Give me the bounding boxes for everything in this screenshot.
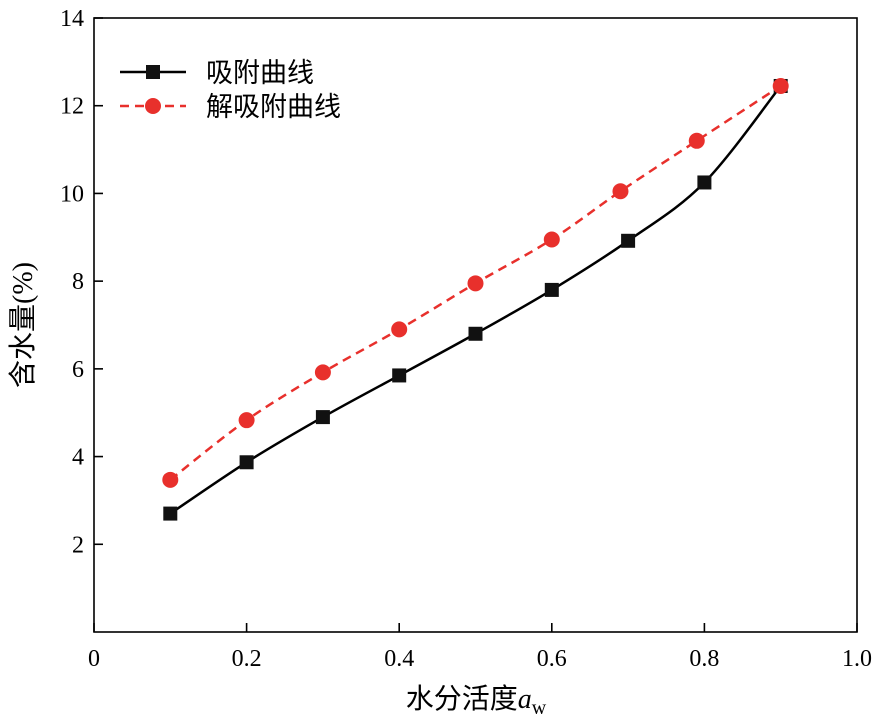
x-tick-label: 0.2: [232, 646, 262, 672]
data-point-adsorption: [621, 233, 636, 248]
data-point-adsorption: [239, 455, 254, 470]
series-line-adsorption: [169, 85, 782, 515]
x-tick-label: 0.8: [689, 646, 719, 672]
data-point-desorption: [612, 183, 629, 200]
data-point-adsorption: [315, 410, 330, 425]
x-tick-label: 0.4: [384, 646, 414, 672]
data-point-adsorption: [468, 326, 483, 341]
x-axis-ticks: 0 0.2 0.4 0.6 0.8 1.0: [88, 623, 872, 672]
data-point-adsorption: [163, 506, 178, 521]
x-axis-title: 水分活度aw: [406, 683, 547, 719]
x-tick-label: 0.6: [537, 646, 567, 672]
data-point-desorption: [314, 364, 331, 381]
legend-label-adsorption: 吸附曲线: [206, 58, 314, 89]
data-point-adsorption: [544, 282, 559, 297]
y-axis-ticks: 2 4 6 8 10 12 14: [60, 6, 103, 558]
data-point-adsorption: [392, 368, 407, 383]
y-tick-label: 6: [72, 357, 84, 383]
y-axis-title: 含水量(%): [7, 262, 39, 388]
y-tick-label: 4: [72, 445, 84, 471]
data-point-adsorption: [697, 175, 712, 190]
plot-frame: [93, 17, 858, 633]
series-layer: [162, 77, 789, 521]
y-tick-label: 14: [60, 6, 84, 32]
x-tick-label: 0: [88, 646, 100, 672]
y-tick-label: 10: [60, 181, 84, 207]
legend-label-desorption: 解吸附曲线: [206, 92, 341, 123]
legend: 吸附曲线 解吸附曲线: [120, 58, 341, 123]
legend-marker-desorption: [145, 98, 161, 114]
x-axis-title-var: a: [518, 684, 532, 715]
data-point-desorption: [238, 412, 255, 429]
data-point-desorption: [391, 321, 408, 338]
y-tick-label: 12: [60, 94, 84, 120]
y-tick-label: 2: [72, 532, 84, 558]
data-point-desorption: [688, 132, 705, 149]
legend-marker-adsorption: [146, 65, 160, 79]
x-axis-title-main: 水分活度: [406, 683, 518, 715]
data-point-desorption: [772, 77, 789, 94]
data-point-desorption: [543, 231, 560, 248]
x-axis-title-sub: w: [532, 697, 547, 719]
x-tick-label: 1.0: [842, 646, 872, 672]
data-point-desorption: [467, 275, 484, 292]
data-point-desorption: [162, 471, 179, 488]
y-tick-label: 8: [72, 269, 84, 295]
